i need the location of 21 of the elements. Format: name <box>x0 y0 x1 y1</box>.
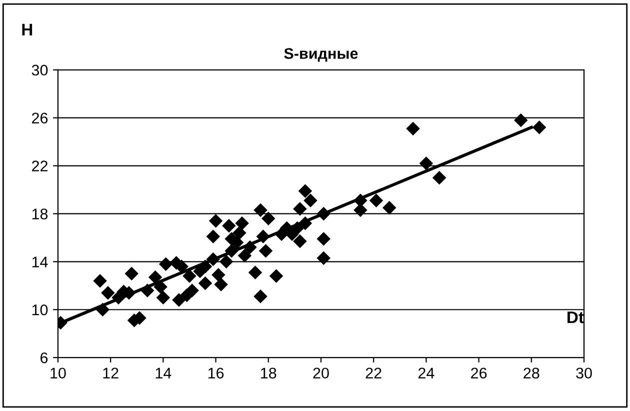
x-tick-label: 26 <box>471 368 487 379</box>
x-tick-label: 24 <box>418 368 434 378</box>
y-tick-label: 22 <box>32 160 48 172</box>
x-tick-label: 28 <box>524 368 540 379</box>
x-tick-label: 22 <box>366 368 382 378</box>
y-tick-label: 30 <box>32 64 48 76</box>
x-tick-label: 20 <box>313 368 329 379</box>
chart-title: S-видные <box>284 48 358 62</box>
y-tick-label: 14 <box>32 256 48 268</box>
x-tick-label: 16 <box>208 368 224 379</box>
x-tick-label: 14 <box>156 368 172 378</box>
x-tick-label: 12 <box>103 368 118 378</box>
x-tick-label: 30 <box>576 368 592 379</box>
x-tick-label: 18 <box>261 368 276 379</box>
y-axis-title: H <box>22 24 32 36</box>
y-tick-label: 18 <box>32 208 48 220</box>
x-tick-label: 10 <box>50 368 66 379</box>
y-tick-label: 26 <box>32 112 48 124</box>
y-tick-label: 6 <box>40 352 48 364</box>
x-axis-title: Dt <box>568 312 584 324</box>
y-tick-label: 10 <box>32 304 48 316</box>
